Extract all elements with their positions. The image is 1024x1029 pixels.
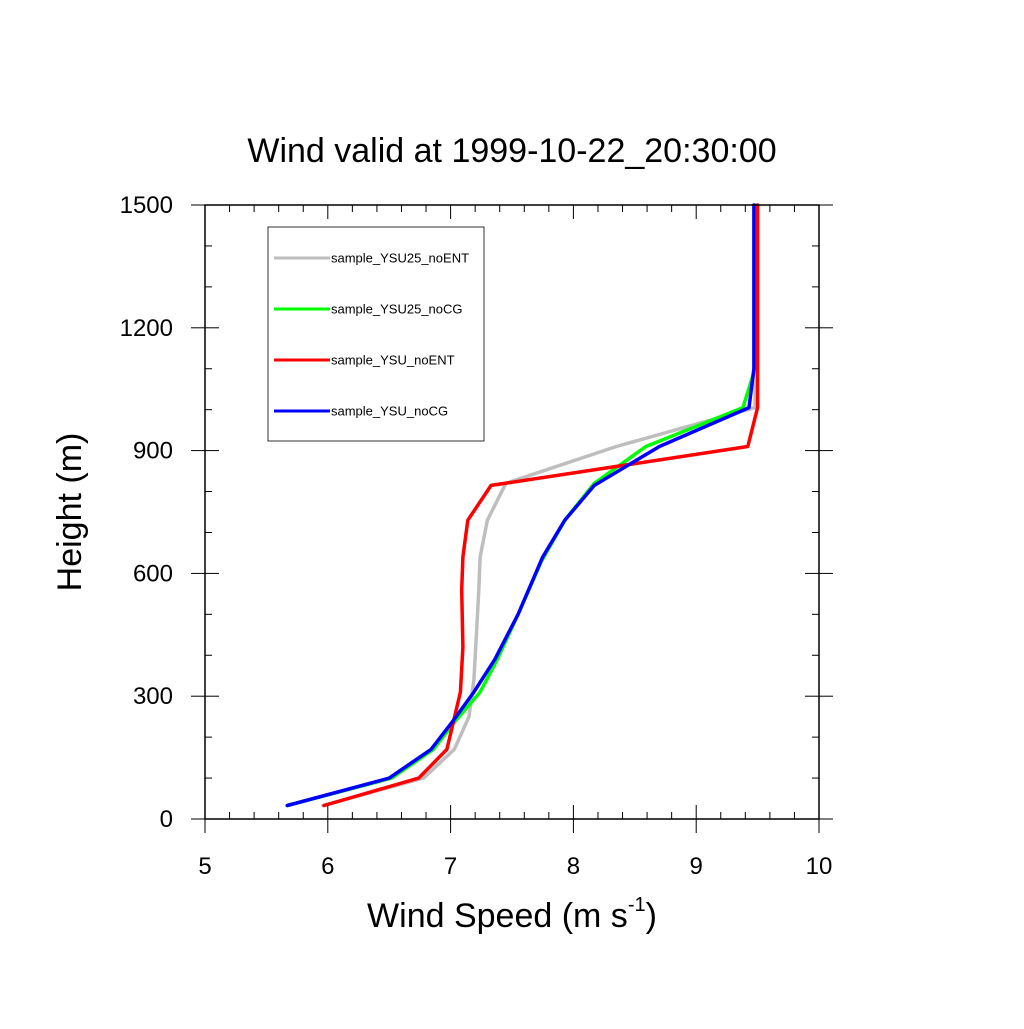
x-tick-label: 10 <box>806 853 833 880</box>
ticks-layer: 5 6 7 8 9 10 0 300 600 900 1200 1500 <box>120 192 833 880</box>
y-axis-title: Height (m) <box>51 433 89 592</box>
x-axis-title-superscript: -1 <box>628 894 646 916</box>
y-tick-label: 600 <box>133 560 173 587</box>
x-axis-title: Wind Speed (m s-1) <box>367 894 657 935</box>
x-tick-label: 9 <box>690 853 703 880</box>
y-tick-label: 0 <box>160 806 173 833</box>
legend-label-1: sample_YSU25_noCG <box>331 302 463 317</box>
x-tick-label: 7 <box>444 853 457 880</box>
y-tick-label: 1500 <box>120 192 173 219</box>
series-line-3 <box>285 203 756 808</box>
legend-label-3: sample_YSU_noCG <box>331 404 448 419</box>
legend-box <box>267 226 485 442</box>
y-tick-label: 300 <box>133 683 173 710</box>
x-axis-title-close: ) <box>646 897 657 935</box>
series-line-2 <box>322 203 760 808</box>
y-tick-label: 1200 <box>120 315 173 342</box>
plot-frame <box>204 204 820 820</box>
y-tick-label: 900 <box>133 438 173 465</box>
x-tick-label: 8 <box>567 853 580 880</box>
x-axis-title-base: Wind Speed (m s <box>367 897 628 935</box>
series-layer <box>285 203 760 808</box>
legend: sample_YSU25_noENT sample_YSU25_noCGsampl… <box>267 226 485 442</box>
x-tick-label: 6 <box>321 853 334 880</box>
legend-label-0: sample_YSU25_noENT <box>331 251 469 266</box>
legend-label-2: sample_YSU_noENT <box>331 353 455 368</box>
chart-title: Wind valid at 1999-10-22_20:30:00 <box>247 132 776 170</box>
x-tick-label: 5 <box>198 853 211 880</box>
